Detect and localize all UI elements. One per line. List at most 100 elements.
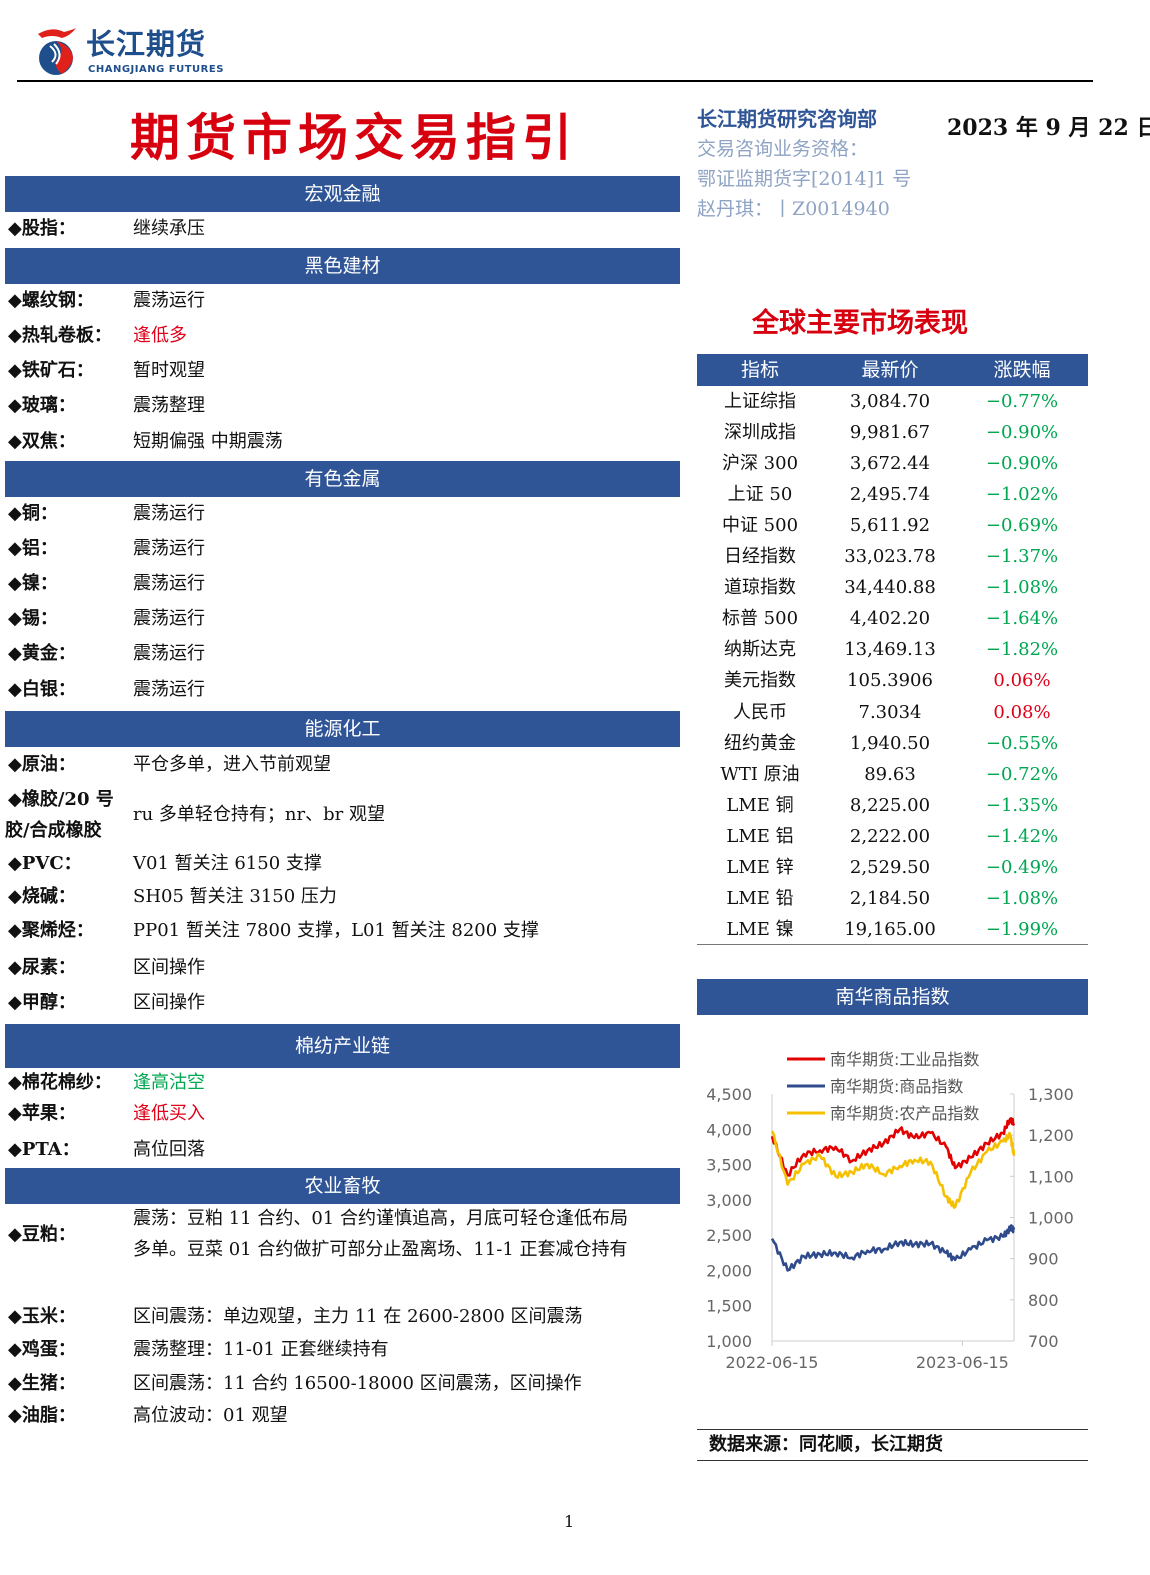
row-label: ◆PVC： — [8, 853, 82, 874]
market-row: LME 镍 19,165.00 −1.99% — [697, 914, 1088, 945]
row-label: ◆鸡蛋： — [8, 1339, 76, 1360]
indicator-name: LME 锌 — [726, 856, 794, 878]
indicator-name: 上证 50 — [727, 484, 793, 506]
indicator-name: 中证 500 — [721, 515, 799, 537]
row-value: ru 多单轻仓持有；nr、br 观望 — [133, 804, 385, 825]
logo-cn: 长江期货 — [86, 27, 207, 61]
analyst: 赵丹琪：丨Z0014940 — [697, 198, 890, 220]
row-value: 震荡运行 — [133, 503, 205, 524]
row-label: ◆烧碱： — [8, 886, 76, 907]
market-row: 上证 50 2,495.74 −1.02% — [697, 479, 1088, 510]
row-label: ◆棉花棉纱： — [8, 1072, 112, 1093]
change-pct: −1.02% — [985, 484, 1059, 506]
y-left-tick-label: 4,500 — [706, 1085, 752, 1104]
y-left-tick-label: 4,000 — [706, 1120, 752, 1139]
latest-price: 2,495.74 — [849, 484, 931, 506]
row-value: 继续承压 — [133, 218, 205, 239]
row-label: ◆橡胶/20 号 — [8, 789, 114, 810]
row-label: ◆白银： — [8, 679, 76, 700]
qual-number: 鄂证监期货字[2014]1 号 — [697, 168, 912, 190]
series-line-left-0 — [770, 1117, 1016, 1177]
row-value: 区间震荡：11 合约 16500-18000 区间震荡，区间操作 — [133, 1373, 582, 1394]
x-tick-label: 2023-06-15 — [916, 1353, 1009, 1372]
change-pct: −1.35% — [985, 794, 1059, 816]
section-header: 黑色建材 — [5, 248, 680, 284]
market-table-header: 指标 最新价 涨跌幅 — [697, 354, 1088, 386]
indicator-name: 深圳成指 — [724, 422, 796, 444]
section-header: 宏观金融 — [5, 176, 680, 212]
row-label: ◆螺纹钢： — [8, 290, 94, 311]
market-row: 道琼指数 34,440.88 −1.08% — [697, 572, 1088, 603]
report-date: 2023 年 9 月 22 日 — [947, 115, 1150, 141]
row-value: SH05 暂关注 3150 压力 — [133, 886, 337, 907]
row-value: 高位回落 — [133, 1139, 205, 1160]
page-number: 1 — [564, 1512, 575, 1531]
row-value: 震荡运行 — [133, 643, 205, 664]
logo-en: CHANGJIANG FUTURES — [88, 64, 224, 75]
change-pct: −1.42% — [985, 825, 1059, 847]
row-value: 震荡整理：11-01 正套继续持有 — [133, 1339, 389, 1360]
market-row: 美元指数 105.3906 0.06% — [697, 665, 1088, 696]
indicator-name: 上证综指 — [724, 391, 796, 412]
latest-price: 2,222.00 — [849, 825, 931, 847]
row-value: 逢低多 — [133, 325, 187, 346]
market-row: LME 铝 2,222.00 −1.42% — [697, 821, 1088, 852]
market-row: LME 铜 8,225.00 −1.35% — [697, 790, 1088, 821]
row-label-cont: 胶/合成橡胶 — [5, 820, 102, 841]
y-left-tick-label: 3,000 — [706, 1191, 752, 1210]
indicator-name: 日经指数 — [724, 546, 796, 568]
latest-price: 7.3034 — [858, 701, 922, 723]
legend-label: 南华期货:商品指数 — [830, 1077, 963, 1096]
market-row: 沪深 300 3,672.44 −0.90% — [697, 448, 1088, 479]
row-value: 暂时观望 — [133, 360, 205, 381]
market-row: 深圳成指 9,981.67 −0.90% — [697, 417, 1088, 448]
row-label: ◆铁矿石： — [8, 360, 94, 381]
y-left-tick-label: 1,000 — [706, 1332, 752, 1351]
y-right-tick-label: 900 — [1028, 1250, 1059, 1269]
row-label: ◆生猪： — [8, 1373, 76, 1394]
latest-price: 105.3906 — [847, 670, 933, 692]
change-pct: −0.69% — [985, 515, 1059, 537]
y-right-tick-label: 1,200 — [1028, 1126, 1074, 1145]
latest-price: 4,402.20 — [849, 608, 931, 630]
indicator-name: LME 铝 — [726, 825, 794, 847]
indicator-name: 沪深 300 — [721, 453, 799, 475]
section-header: 能源化工 — [5, 711, 680, 747]
latest-price: 3,672.44 — [849, 453, 931, 475]
indicator-name: 美元指数 — [724, 670, 796, 692]
latest-price: 13,469.13 — [844, 639, 936, 661]
header-divider — [17, 80, 1093, 82]
y-left-tick-label: 2,000 — [706, 1261, 752, 1280]
row-label: ◆玉米： — [8, 1306, 76, 1327]
change-pct: −1.08% — [985, 577, 1059, 599]
latest-price: 9,981.67 — [849, 422, 931, 444]
data-source: 数据来源：同花顺，长江期货 — [697, 1429, 1088, 1461]
change-pct: −1.37% — [985, 546, 1059, 568]
market-row: LME 铅 2,184.50 −1.08% — [697, 883, 1088, 914]
row-value: 区间操作 — [133, 957, 205, 978]
row-label: ◆聚烯烃： — [8, 920, 94, 941]
market-row: WTI 原油 89.63 −0.72% — [697, 759, 1088, 790]
latest-price: 2,529.50 — [849, 856, 931, 878]
latest-price: 34,440.88 — [844, 577, 936, 599]
market-row: 日经指数 33,023.78 −1.37% — [697, 541, 1088, 572]
change-pct: −1.99% — [985, 918, 1059, 940]
y-left-tick-label: 1,500 — [706, 1297, 752, 1316]
logo — [32, 26, 80, 76]
row-label: ◆双焦： — [8, 431, 76, 452]
change-pct: −0.90% — [985, 422, 1059, 444]
section-header: 棉纺产业链 — [5, 1024, 680, 1068]
col-indicator: 指标 — [740, 359, 779, 381]
y-right-tick-label: 1,000 — [1028, 1209, 1074, 1228]
y-left-tick-label: 2,500 — [706, 1226, 752, 1245]
nanhua-index-chart: 1,000 1,500 2,000 2,500 3,000 3,500 4,000 4,500… — [706, 1050, 1074, 1372]
row-value: 区间震荡：单边观望，主力 11 在 2600-2800 区间震荡 — [133, 1306, 583, 1327]
legend-label: 南华期货:农产品指数 — [830, 1104, 979, 1123]
x-tick-label: 2022-06-15 — [726, 1353, 819, 1372]
row-value: PP01 暂关注 7800 支撑，L01 暂关注 8200 支撑 — [133, 920, 539, 941]
row-value-cont: 多单。豆菜 01 合约做扩可部分止盈离场、11-1 正套减仓持有 — [133, 1239, 628, 1260]
row-label: ◆铝： — [8, 538, 58, 559]
indicator-name: 纳斯达克 — [724, 639, 796, 661]
row-value: 短期偏强 中期震荡 — [133, 431, 283, 452]
market-row: 标普 500 4,402.20 −1.64% — [697, 603, 1088, 634]
